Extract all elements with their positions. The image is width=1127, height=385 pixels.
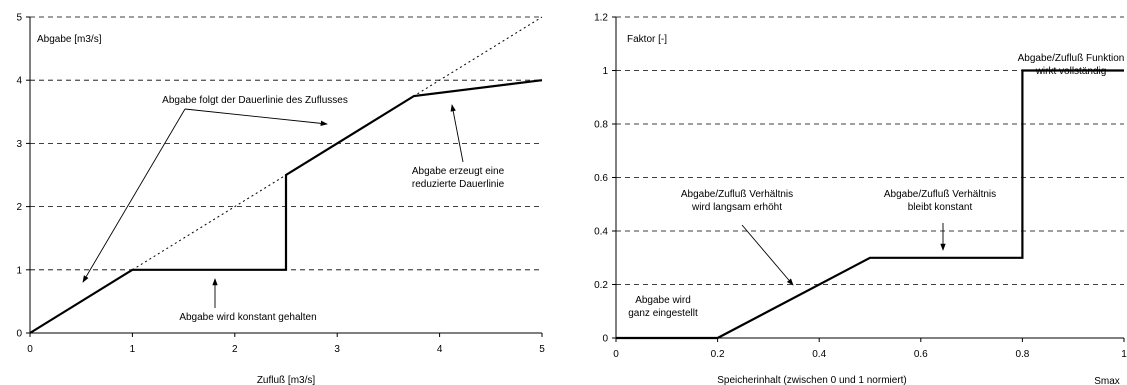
right-chart-ytick-label: 0.2 [594,280,608,291]
right-chart-ytick-label: 0 [602,334,608,345]
left-chart-series-line [29,79,543,334]
left-chart-ytick-label: 5 [16,13,22,24]
right-chart-annotation: Abgabe wird [635,295,691,306]
right-chart-ytick-label: 0.6 [594,173,608,184]
right-chart-xtick-label: 1 [1121,349,1127,360]
right-chart-annotation: Abgabe/Zufluß Verhältnis [884,189,996,200]
right-chart-ytick-label: 0.8 [594,120,608,131]
left-chart-ytick-label: 4 [16,76,22,87]
left-chart-ytick-label: 2 [16,202,22,213]
right-chart-ylabel: Faktor [-] [627,34,667,45]
right-chart-ytick-label: 1.2 [594,13,608,24]
left-chart-xlabel: Zufluß [m3/s] [257,375,316,385]
left-chart-xtick-label: 3 [334,344,340,355]
right-chart-annotation: wirkt vollständig [1035,66,1107,77]
right-chart-ytick-label: 1 [602,66,608,77]
right-chart-annotation: bleibt konstant [908,202,973,213]
left-chart-ytick-label: 1 [16,265,22,276]
right-chart-xlabel-right: Smax [1094,376,1120,385]
right-chart-annotation: ganz eingestellt [628,308,698,319]
right-chart-annotation-arrow [741,224,794,286]
right-chart-xtick-label: 0.6 [914,349,928,360]
right-chart-xlabel: Speicherinhalt (zwischen 0 und 1 normier… [717,375,907,385]
right-chart-xtick-label: 0.8 [1015,349,1029,360]
left-chart-dotted-series-line [132,16,543,271]
left-chart-annotation: Abgabe folgt der Dauerlinie des Zuflusse… [162,95,348,106]
left-chart-ylabel: Abgabe [m3/s] [37,34,102,45]
left-chart-ytick-label: 3 [16,139,22,150]
right-chart-xtick-label: 0.2 [711,349,725,360]
left-chart-annotation: Abgabe wird konstant gehalten [179,312,316,323]
left-chart-annotation-arrow [184,108,328,127]
right-chart-annotation: wird langsam erhöht [691,202,782,213]
left-chart-annotation: Abgabe erzeugt eine [412,166,505,177]
right-chart-annotation: Abgabe/Zufluß Verhältnis [681,189,793,200]
left-chart-annotation-arrow [82,108,186,283]
right-chart-xtick-label: 0.4 [812,349,826,360]
right-chart-annotation: Abgabe/Zufluß Funktion [1018,53,1125,64]
right-chart-series-line [616,69,1124,340]
left-chart-xtick-label: 1 [130,344,136,355]
left-chart-annotation: reduzierte Dauerlinie [412,179,505,190]
left-chart-xtick-label: 5 [539,344,545,355]
left-chart-ytick-label: 0 [16,329,22,340]
left-chart-xtick-label: 4 [437,344,443,355]
left-chart-xtick-label: 2 [232,344,238,355]
left-chart-annotation-arrow [450,104,464,163]
left-chart-xtick-label: 0 [27,344,33,355]
right-chart-ytick-label: 0.4 [594,227,608,238]
right-chart-xtick-label: 0 [613,349,619,360]
